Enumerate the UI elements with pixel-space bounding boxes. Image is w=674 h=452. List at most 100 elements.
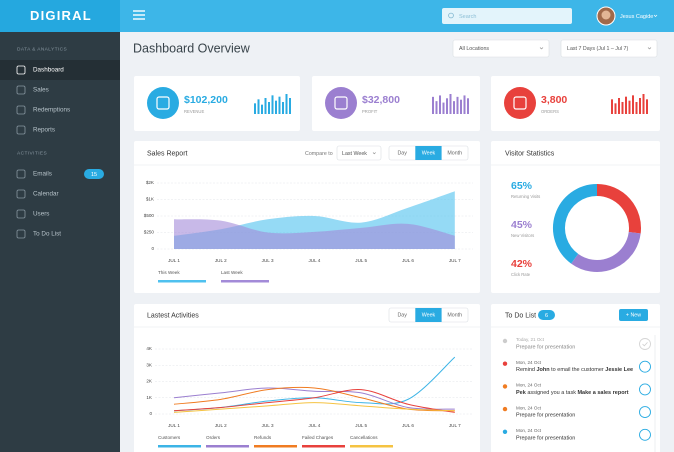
x-tick-label: JUL 1 xyxy=(168,423,180,428)
x-tick-label: JUL 5 xyxy=(355,423,367,428)
card xyxy=(312,76,480,131)
todo-dot xyxy=(502,384,508,389)
line xyxy=(173,389,455,413)
stat-icon xyxy=(147,87,179,119)
todo-date: Mon, 24 Oct xyxy=(516,428,542,433)
filter-dropdown[interactable] xyxy=(452,39,550,58)
filter-label: Last 7 Days (Jul 1 – Jul 7) xyxy=(567,46,628,52)
legend-swatch xyxy=(350,445,393,448)
trend-bar xyxy=(275,100,277,114)
trend-bar xyxy=(254,103,256,114)
filter-label: All Locations xyxy=(459,46,489,52)
badge xyxy=(538,310,555,320)
y-tick-label: 1K xyxy=(146,395,153,400)
todo-text: Prepare for presentation xyxy=(516,345,575,351)
legend-label: This Week xyxy=(158,270,180,275)
search-box[interactable] xyxy=(442,8,572,24)
x-tick-label: JUL 7 xyxy=(449,258,461,263)
x-tick-label: JUL 7 xyxy=(449,423,461,428)
todo-check[interactable] xyxy=(639,428,651,441)
stat-label: ORDERS xyxy=(541,109,559,114)
todo-text: Prepare for presentation xyxy=(516,436,575,442)
y-tick-label: $500 xyxy=(144,213,155,218)
x-tick-label: JUL 3 xyxy=(262,258,274,263)
todo-check[interactable] xyxy=(639,338,651,350)
new-button-label[interactable]: + New xyxy=(626,313,641,319)
nav-icon xyxy=(16,229,26,239)
todo-check[interactable] xyxy=(639,406,651,419)
trend-bar xyxy=(646,99,648,114)
search-icon xyxy=(448,12,454,19)
nav-icon xyxy=(16,105,26,115)
section-title: DATA & ANALYTICS xyxy=(17,46,67,52)
new-button[interactable] xyxy=(619,309,648,321)
trend-bar xyxy=(449,94,452,114)
nav-item[interactable]: Emails xyxy=(33,171,52,178)
trend-bar xyxy=(625,96,627,114)
trend-bar xyxy=(628,100,631,114)
tab[interactable]: Week xyxy=(422,151,436,157)
y-tick-label: 2K xyxy=(146,379,153,384)
section-title: ACTIVITIES xyxy=(17,150,47,156)
nav-icon xyxy=(16,189,26,199)
todo-text-segment: Pek xyxy=(516,390,527,396)
card-title: Sales Report xyxy=(147,150,188,157)
nav-icon xyxy=(16,125,26,135)
todo-check[interactable] xyxy=(639,383,651,396)
legend-swatch xyxy=(221,280,269,283)
trend-bar xyxy=(639,98,641,114)
nav-item[interactable]: Reports xyxy=(33,127,55,134)
trend-bar xyxy=(261,104,263,114)
todo-text-segment: Make a sales report xyxy=(577,390,628,396)
trend-bar xyxy=(439,95,441,114)
trend-bar xyxy=(642,94,645,114)
filter-dropdown[interactable] xyxy=(560,39,658,58)
topbar xyxy=(120,0,674,32)
trend-bar xyxy=(285,94,288,114)
trend-bar xyxy=(618,98,620,114)
trend-bar xyxy=(460,99,462,114)
nav-item[interactable]: Users xyxy=(33,211,49,218)
todo-text: Pek assigned you a task Make a sales rep… xyxy=(516,390,629,396)
x-tick-label: JUL 3 xyxy=(262,423,274,428)
badge-count: 15 xyxy=(91,172,97,178)
nav-item[interactable]: Calendar xyxy=(33,191,59,198)
stat-label: PROFIT xyxy=(362,109,378,114)
tab[interactable]: Week xyxy=(422,313,436,319)
nav-item[interactable]: Dashboard xyxy=(33,67,64,74)
nav-item[interactable]: Redemptions xyxy=(33,107,70,114)
trend-bar xyxy=(446,98,448,114)
todo-check[interactable] xyxy=(639,360,651,373)
x-tick-label: JUL 2 xyxy=(215,258,227,263)
tab[interactable]: Day xyxy=(397,313,407,319)
user-name[interactable]: Jesus Cagide xyxy=(620,14,653,20)
legend-swatch xyxy=(302,445,345,448)
line xyxy=(173,402,455,413)
search-placeholder: Search xyxy=(459,14,476,20)
compare-dropdown[interactable] xyxy=(336,145,382,161)
trend-bar xyxy=(442,102,445,114)
nav-item[interactable]: To Do List xyxy=(33,231,61,238)
x-tick-label: JUL 2 xyxy=(215,423,227,428)
tab[interactable]: Month xyxy=(447,151,462,157)
trend-bar xyxy=(635,102,638,114)
todo-text-segment: Prepare for presentation xyxy=(516,345,575,351)
checkmark xyxy=(642,342,648,347)
tab[interactable]: Month xyxy=(447,313,462,319)
card-title: Lastest Activities xyxy=(147,312,199,319)
tab[interactable]: Day xyxy=(397,151,407,157)
trend-bar xyxy=(268,102,270,114)
donut-segment xyxy=(571,231,641,272)
nav-icon xyxy=(16,169,26,179)
stat-icon-glyph xyxy=(156,96,170,110)
stat-value: $102,200 xyxy=(184,94,228,106)
trend-bar xyxy=(614,103,617,114)
trend-bar xyxy=(611,99,613,114)
legend-label: Customers xyxy=(158,435,181,440)
nav-item[interactable]: Sales xyxy=(33,87,49,94)
trend-bar xyxy=(467,98,469,114)
y-tick-label: $1K xyxy=(146,197,155,202)
trend-bar xyxy=(432,96,434,114)
donut-segment xyxy=(596,184,641,234)
